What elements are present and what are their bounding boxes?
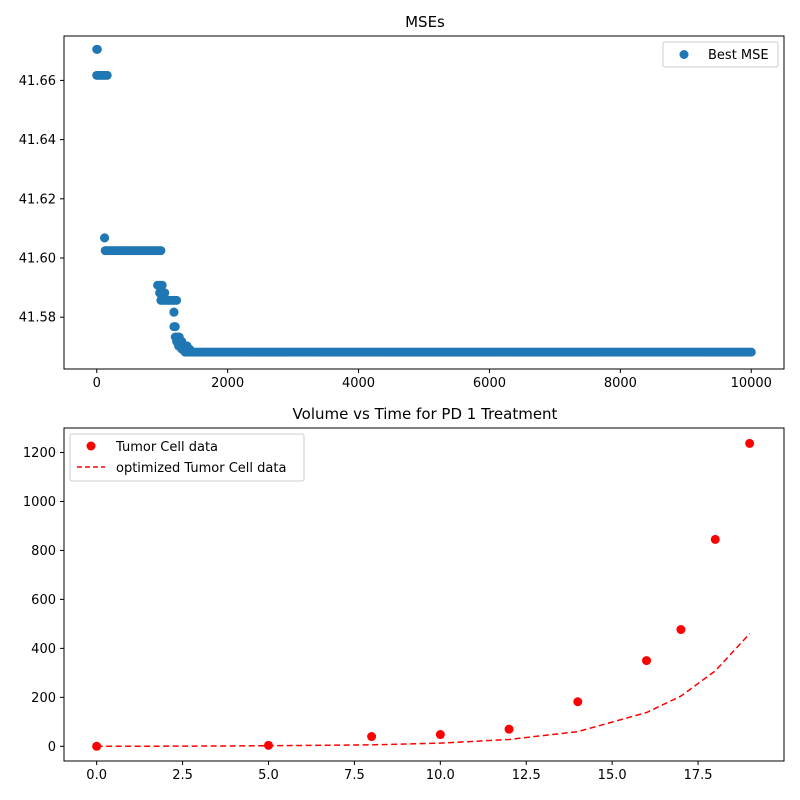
y-tick-label: 1000 [23,495,56,510]
volume-legend-box [69,433,305,482]
volume-axis-ticks: 0.0 2.5 5.0 7.5 10.0 12.5 15.0 17.5 0 200 400 600 80… [23,446,713,783]
x-tick-label: 2.5 [172,768,193,783]
mse-plot: MSEs 0 2000 4000 6000 8000 10000 41.58 41.60 41.… [19,13,785,391]
x-tick-label: 15.0 [598,768,627,783]
mse-axis-ticks: 0 2000 4000 6000 8000 10000 41.58 41.60 41.62 41.… [19,74,772,391]
x-tick-label: 2000 [211,376,244,391]
x-tick-label: 8000 [604,376,637,391]
y-tick-label: 0 [48,740,56,755]
mse-data-points [92,44,756,357]
data-point [710,534,720,544]
mse-legend-box [662,41,779,68]
x-tick-label: 17.5 [684,768,713,783]
data-point [745,438,755,448]
x-tick-label: 10.0 [426,768,455,783]
x-tick-label: 5.0 [258,768,279,783]
data-point [573,697,583,707]
y-tick-label: 41.60 [19,252,56,267]
x-tick-label: 10000 [731,376,772,391]
y-tick-label: 41.58 [19,311,56,326]
data-point [100,233,110,243]
x-tick-label: 4000 [342,376,375,391]
data-point [676,625,686,635]
y-tick-label: 41.64 [19,133,56,148]
data-point [504,724,514,734]
volume-axes-frame [63,427,785,762]
x-tick-label: 7.5 [344,768,365,783]
y-tick-label: 41.66 [19,74,56,89]
legend-label-tumor-cell-data: Tumor Cell data [115,440,218,455]
volume-chart-title: Volume vs Time for PD 1 Treatment [293,405,558,423]
data-point [367,732,377,742]
y-tick-label: 800 [31,544,56,559]
volume-legend: Tumor Cell data optimized Tumor Cell dat… [69,433,305,482]
data-point [169,307,179,317]
volume-data-marks [92,438,755,751]
y-tick-label: 200 [31,691,56,706]
data-point [92,44,102,54]
legend-marker-best-mse [679,50,689,59]
data-point [435,730,445,740]
data-point [642,656,652,666]
legend-label-optimized: optimized Tumor Cell data [116,461,286,476]
data-point [172,295,182,305]
y-tick-label: 400 [31,642,56,657]
data-point [156,246,166,256]
mse-axes-frame [63,35,785,370]
data-point [746,347,756,357]
data-point [102,70,112,80]
legend-label-best-mse: Best MSE [708,48,769,63]
mse-legend: Best MSE [662,41,779,68]
optimized-series-line [96,633,751,748]
x-tick-label: 6000 [473,376,506,391]
x-tick-label: 0 [93,376,101,391]
y-tick-label: 1200 [23,446,56,461]
y-tick-label: 600 [31,593,56,608]
legend-marker-tumor-cell-data [86,441,96,451]
data-point [157,280,167,290]
x-tick-label: 0.0 [86,768,107,783]
x-tick-label: 12.5 [512,768,541,783]
mse-chart-title: MSEs [405,13,445,31]
y-tick-label: 41.62 [19,192,56,207]
volume-plot: Volume vs Time for PD 1 Treatment 0.0 2.5… [23,405,785,783]
data-point [170,322,180,332]
data-point [160,288,170,298]
